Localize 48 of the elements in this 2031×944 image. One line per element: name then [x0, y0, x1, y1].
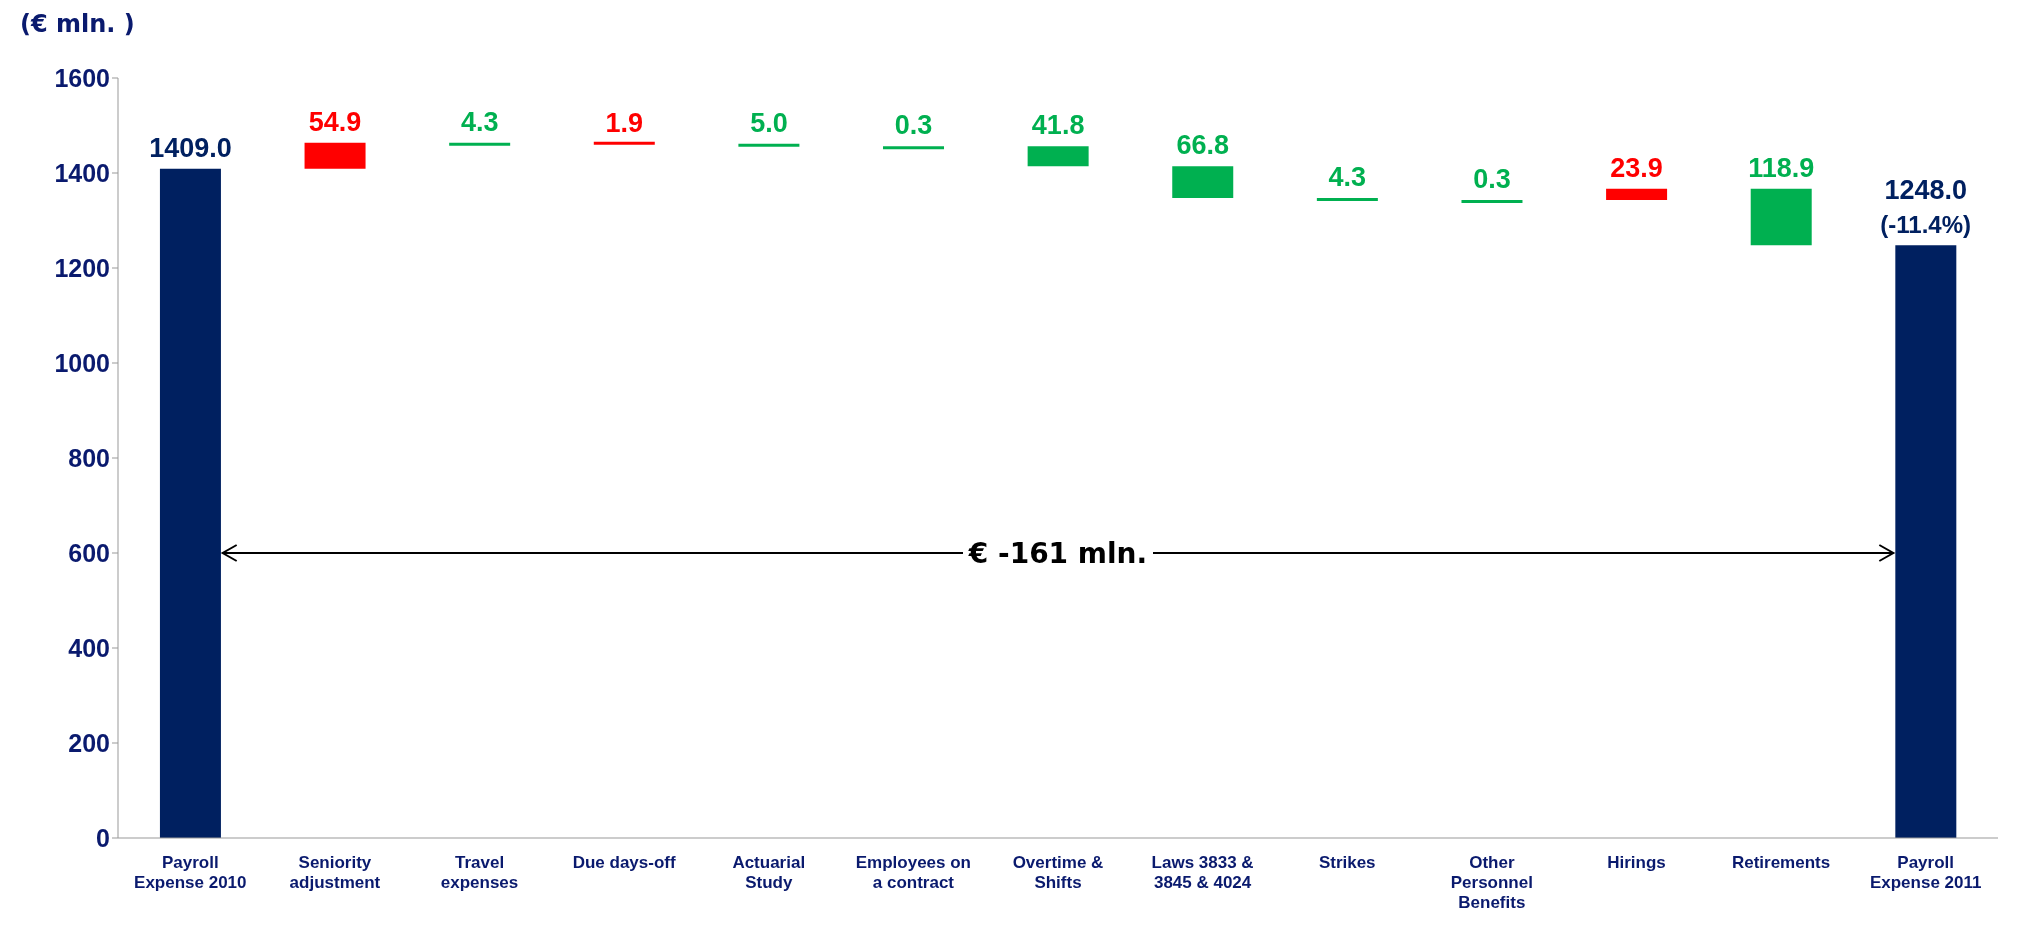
y-tick-label: 0 — [96, 823, 110, 852]
data-label: 5.0 — [750, 107, 788, 138]
bar — [738, 143, 800, 147]
data-label: 4.3 — [460, 106, 499, 137]
data-label: 4.3 — [1328, 161, 1367, 192]
x-tick-label: Laws 3833 & 3845 & 4024 — [1151, 853, 1254, 892]
y-tick-label: 400 — [68, 633, 110, 662]
x-tick-label: Travel expenses — [440, 853, 519, 892]
bar — [1750, 188, 1812, 246]
y-axis-title: (€ mln. ) — [20, 10, 135, 38]
data-label: 0.3 — [894, 110, 933, 141]
x-tick-label: Hirings — [1607, 853, 1666, 872]
x-tick-label: Payroll Expense 2010 — [134, 853, 247, 892]
y-tick-label: 800 — [68, 443, 110, 472]
x-tick-label: Overtime & Shifts — [1012, 853, 1104, 892]
bar — [304, 142, 366, 169]
bar — [1172, 166, 1234, 198]
data-label: 54.9 — [308, 106, 362, 137]
x-tick-label: Seniority adjustment — [289, 853, 381, 892]
y-tick-label: 1400 — [54, 158, 110, 187]
x-tick-label: Due days-off — [572, 853, 676, 872]
data-label: 0.3 — [1473, 163, 1511, 194]
data-label: 1248.0 — [1884, 175, 1968, 206]
data-label: 1409.0 — [149, 132, 232, 163]
y-tick-label: 200 — [68, 728, 110, 757]
annotation: (-11.4%) — [1880, 211, 1972, 239]
x-tick-label: Other Personnel Benefits — [1450, 853, 1533, 912]
bar — [159, 168, 221, 838]
data-label: 118.9 — [1748, 152, 1815, 183]
bar — [449, 142, 511, 146]
x-tick-label: Payroll Expense 2011 — [1869, 853, 1982, 892]
bar — [1606, 188, 1668, 201]
bar — [1316, 197, 1378, 201]
y-tick-label: 600 — [68, 538, 110, 567]
data-label: 23.9 — [1610, 152, 1663, 183]
y-tick-label: 1600 — [54, 63, 110, 92]
bar — [1027, 146, 1089, 167]
annotation: € -161 mln. — [967, 537, 1148, 570]
x-tick-label: Employees on a contract — [855, 853, 972, 892]
bar — [1895, 245, 1957, 838]
data-label: 1.9 — [605, 107, 644, 138]
x-tick-label: Retirements — [1731, 853, 1831, 872]
y-tick-label: 1200 — [54, 253, 110, 282]
y-tick-label: 1000 — [54, 348, 110, 377]
x-tick-label: Strikes — [1318, 853, 1376, 872]
data-label: 41.8 — [1031, 110, 1085, 141]
data-label: 66.8 — [1176, 130, 1230, 161]
x-tick-label: Actuarial Study — [732, 853, 806, 892]
